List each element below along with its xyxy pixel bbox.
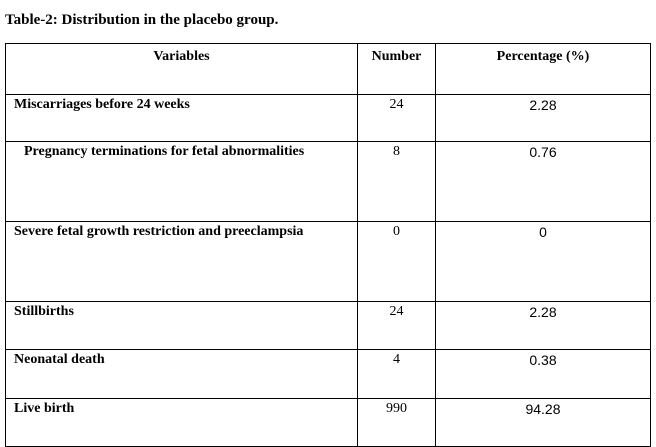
row-number: 8 [357,141,436,222]
row-variable: Miscarriages before 24 weeks [5,94,358,142]
header-number: Number [357,43,436,95]
table-row: Miscarriages before 24 weeks 24 2.28 [5,94,651,142]
table-row: Severe fetal growth restriction and pree… [5,221,651,302]
row-percentage: 2.28 [435,301,651,350]
table-row: Pregnancy terminations for fetal abnorma… [5,141,651,222]
row-number: 24 [357,301,436,350]
row-variable: Pregnancy terminations for fetal abnorma… [5,141,358,222]
table-row: Stillbirths 24 2.28 [5,301,651,350]
row-percentage: 0 [435,221,651,302]
header-variables: Variables [5,43,358,95]
table-row: Neonatal death 4 0.38 [5,349,651,399]
row-variable: Severe fetal growth restriction and pree… [5,221,358,302]
row-variable: Neonatal death [5,349,358,399]
distribution-table: Variables Number Percentage (%) Miscarri… [5,43,651,447]
row-percentage: 0.76 [435,141,651,222]
row-variable: Stillbirths [5,301,358,350]
row-number: 4 [357,349,436,399]
header-percentage: Percentage (%) [435,43,651,95]
row-percentage: 94.28 [435,398,651,447]
row-number: 990 [357,398,436,447]
row-variable: Live birth [5,398,358,447]
table-header-row: Variables Number Percentage (%) [5,43,651,95]
row-number: 0 [357,221,436,302]
row-percentage: 0.38 [435,349,651,399]
row-number: 24 [357,94,436,142]
table-caption: Table-2: Distribution in the placebo gro… [5,12,279,28]
row-percentage: 2.28 [435,94,651,142]
table-row: Live birth 990 94.28 [5,398,651,447]
